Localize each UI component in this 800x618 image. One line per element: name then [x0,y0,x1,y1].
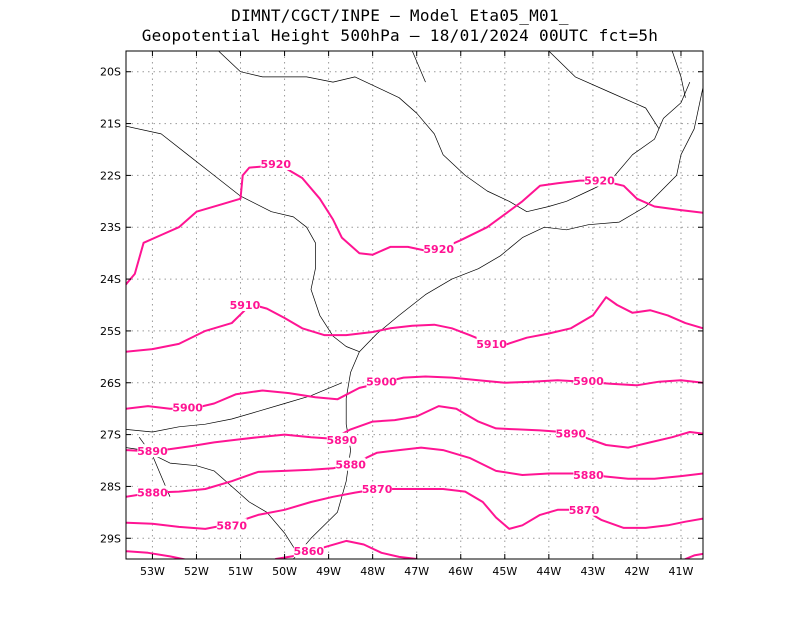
contour-label: 5920 [423,243,454,256]
contour-label: 5870 [569,504,600,517]
lon-tick-label: 45W [492,565,517,578]
contour-label: 5880 [137,487,168,500]
contour-5880 [126,446,703,498]
contour-label: 5880 [573,469,604,482]
contour-label: 5920 [584,175,615,188]
contour-5870 [126,488,703,530]
lat-tick-label: 28S [100,480,121,493]
contour-5860 [684,552,703,559]
contour-5910 [126,296,703,353]
lon-tick-label: 50W [272,565,297,578]
lat-tick-label: 22S [100,169,121,182]
lat-tick-label: 29S [100,532,121,545]
contour-label: 5900 [573,375,604,388]
contour-label-bg [366,374,397,388]
chart-title-line1: DIMNT/CGCT/INPE – Model Eta05_M01_ [231,6,569,25]
coastline [126,125,360,353]
contour-label-bg [476,336,507,350]
contour-label: 5900 [366,376,397,389]
lon-tick-label: 52W [184,565,209,578]
contour-label: 5910 [230,299,261,312]
contour-label-bg [326,432,357,446]
lon-tick-label: 48W [360,565,385,578]
lat-tick-label: 25S [100,325,121,338]
lon-tick-label: 41W [669,565,694,578]
contour-label: 5890 [137,445,168,458]
contour-labels: 5920 5920 5920 5910 5910 5900 5900 5900 5890 5890… [137,157,615,558]
contour-label: 5890 [556,428,587,441]
contour-label-bg [137,444,168,458]
lat-tick-label: 23S [100,221,121,234]
contour-label-bg [573,374,604,388]
contour-label-bg [573,468,604,482]
contour-label: 5870 [216,519,247,532]
contour-5890 [126,405,703,453]
contour-label-bg [293,544,324,558]
lon-tick-label: 43W [580,565,605,578]
lon-tick-label: 49W [316,565,341,578]
contour-5920 [126,165,703,286]
contour-label-bg [260,157,291,171]
axis-ticks: 20S 21S 22S 23S 24S 25S 26S 27S 28S 29S 53W 52W 51W 5… [100,51,703,578]
lat-tick-label: 27S [100,429,121,442]
contour-label-bg [362,482,393,496]
contour-label-bg [137,485,168,499]
contour-5900 [126,375,703,410]
contour-label-bg [335,457,366,471]
lon-tick-label: 53W [140,565,165,578]
coastline [548,51,660,129]
lat-tick-label: 24S [100,273,121,286]
contour-label: 5920 [260,158,291,171]
coastline [411,51,426,83]
map-frame [125,50,704,560]
contour-label: 5860 [293,545,324,558]
lon-tick-label: 44W [536,565,561,578]
contour-label-bg [555,426,586,440]
coastline [293,87,703,559]
contour-label-bg [172,400,203,414]
chart-title-line2: Geopotential Height 500hPa – 18/01/2024 … [141,26,659,45]
contour-label: 5900 [172,402,203,415]
lon-tick-label: 46W [448,565,473,578]
contour-5860 [126,550,188,559]
lat-tick-label: 26S [100,377,121,390]
lat-tick-label: 20S [100,66,121,79]
height-contours [126,165,703,559]
contour-label: 5890 [327,434,358,447]
contour-label: 5910 [476,338,507,351]
contour-label-bg [229,298,260,311]
lon-tick-label: 42W [624,565,649,578]
lon-tick-label: 47W [404,565,429,578]
coastline [671,51,686,98]
contour-label-bg [584,173,615,187]
contour-label: 5880 [335,459,366,472]
coastline [218,51,691,213]
coastline [126,447,299,554]
lon-tick-label: 51W [228,565,253,578]
contour-label-bg [216,518,247,532]
contour-label-bg [423,242,454,256]
lat-tick-label: 21S [100,118,121,131]
contour-label: 5870 [362,483,393,496]
coastline [126,382,342,433]
contour-label-bg [569,502,600,516]
